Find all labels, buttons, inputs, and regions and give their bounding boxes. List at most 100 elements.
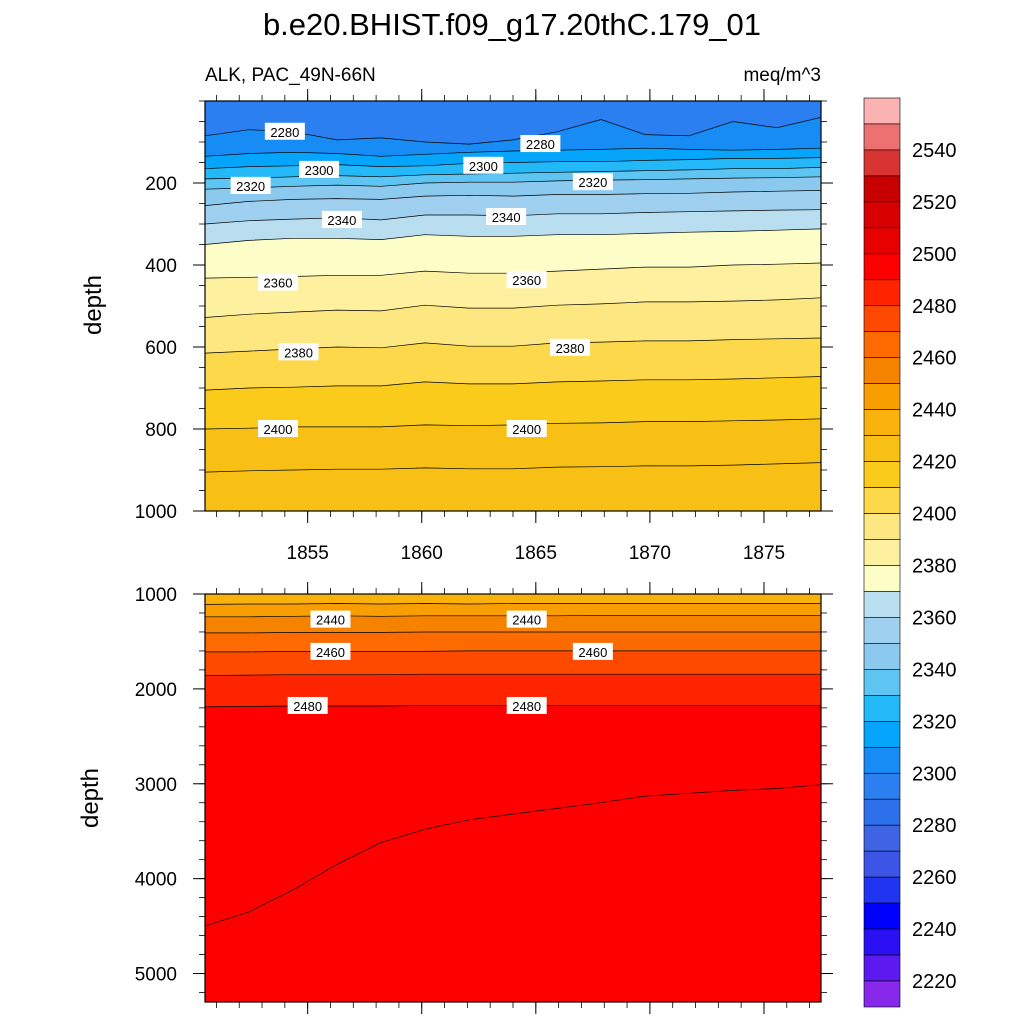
contour-label: 2400 bbox=[506, 420, 547, 437]
contour-label-text: 2480 bbox=[293, 699, 322, 714]
x-tick-label: 1855 bbox=[287, 543, 329, 564]
x-tick-label: 1860 bbox=[401, 543, 443, 564]
contour-line bbox=[205, 190, 821, 206]
contour-line bbox=[205, 462, 821, 473]
colorbar-swatch bbox=[863, 149, 901, 177]
contour-label-text: 2280 bbox=[526, 137, 555, 152]
contour-label-text: 2440 bbox=[316, 613, 345, 628]
colorbar-swatch bbox=[863, 850, 901, 878]
colorbar-swatch bbox=[863, 824, 901, 852]
y-tick-label: 400 bbox=[145, 256, 177, 277]
contour-line bbox=[205, 603, 821, 605]
colorbar-label: 2320 bbox=[912, 711, 957, 733]
contour-line bbox=[205, 673, 821, 676]
left-subtitle: ALK, PAC_49N-66N bbox=[205, 65, 376, 86]
y-tick-label: 3000 bbox=[135, 775, 177, 796]
y-tick-label: 2000 bbox=[135, 680, 177, 701]
contour-label-text: 2280 bbox=[270, 125, 299, 140]
colorbar-swatch bbox=[863, 565, 901, 592]
contour-line bbox=[205, 147, 821, 157]
colorbar-swatch bbox=[863, 123, 901, 151]
contour-label: 2460 bbox=[310, 642, 351, 660]
x-tick-label: 1865 bbox=[515, 543, 557, 564]
contour-line bbox=[205, 176, 821, 190]
contour-band bbox=[205, 462, 821, 511]
colorbar-swatch bbox=[863, 746, 901, 774]
y-tick-label: 4000 bbox=[135, 870, 177, 891]
contour-label: 2320 bbox=[572, 173, 613, 191]
contour-line bbox=[205, 631, 821, 634]
colorbar-swatch bbox=[863, 669, 901, 696]
contour-label-text: 2360 bbox=[512, 273, 541, 288]
figure-title: b.e20.BHIST.f09_g17.20thC.179_01 bbox=[263, 7, 761, 42]
colorbar-swatch bbox=[863, 409, 901, 436]
contour-label-text: 2320 bbox=[236, 179, 265, 194]
colorbar-swatch bbox=[863, 331, 901, 359]
y-tick-label: 1000 bbox=[135, 502, 177, 523]
colorbar-swatch bbox=[863, 721, 901, 748]
colorbar-label: 2500 bbox=[912, 244, 957, 266]
colorbar-swatch bbox=[863, 487, 901, 514]
colorbar-swatch bbox=[863, 980, 901, 1008]
colorbar-swatch bbox=[863, 357, 901, 384]
colorbar-swatch bbox=[863, 876, 901, 904]
contour-label-text: 2400 bbox=[512, 422, 541, 437]
colorbar-label: 2420 bbox=[912, 452, 957, 474]
x-tick-label: 1870 bbox=[629, 543, 671, 564]
contour-line bbox=[205, 297, 821, 318]
contour-label-text: 2460 bbox=[578, 645, 607, 660]
contour-label-text: 2460 bbox=[316, 645, 345, 660]
colorbar-swatch bbox=[863, 617, 901, 644]
contour-label: 2360 bbox=[258, 273, 299, 291]
colorbar-swatch bbox=[863, 253, 901, 281]
contour-label-text: 2400 bbox=[264, 422, 293, 437]
y-tick-label: 5000 bbox=[135, 965, 177, 986]
colorbar-swatch bbox=[863, 928, 901, 956]
contour-label-text: 2480 bbox=[512, 699, 541, 714]
colorbar-label: 2340 bbox=[912, 659, 957, 681]
contour-label: 2460 bbox=[572, 642, 613, 660]
y-tick-label: 200 bbox=[145, 174, 177, 195]
colorbar-swatch bbox=[863, 591, 901, 618]
colorbar-swatch bbox=[863, 539, 901, 566]
colorbar-swatch bbox=[863, 798, 901, 826]
colorbar-label: 2280 bbox=[912, 815, 957, 837]
colorbar-label: 2200 bbox=[912, 1023, 957, 1024]
contour-band bbox=[205, 784, 821, 1002]
bottom-ylabel: depth bbox=[77, 768, 104, 828]
contour-label: 2380 bbox=[278, 343, 319, 361]
contour-label-text: 2340 bbox=[327, 213, 356, 228]
contour-label: 2480 bbox=[506, 696, 547, 714]
contour-line bbox=[205, 376, 821, 391]
y-tick-label: 600 bbox=[145, 338, 177, 359]
x-tick-label: 1875 bbox=[743, 543, 785, 564]
colorbar-swatch bbox=[863, 513, 901, 540]
colorbar-label: 2440 bbox=[912, 400, 957, 422]
colorbar-label: 2380 bbox=[912, 555, 957, 577]
contour-label-text: 2380 bbox=[556, 341, 585, 356]
contour-label: 2480 bbox=[287, 696, 328, 714]
colorbar-label: 2360 bbox=[912, 607, 957, 629]
colorbar-swatch bbox=[863, 279, 901, 307]
colorbar-label: 2240 bbox=[912, 919, 957, 941]
y-tick-label: 800 bbox=[145, 420, 177, 441]
colorbar-swatch bbox=[863, 954, 901, 982]
colorbar-swatch bbox=[863, 175, 901, 203]
colorbar-swatch bbox=[863, 695, 901, 722]
colorbar-label: 2540 bbox=[912, 140, 957, 162]
contour-label: 2400 bbox=[258, 420, 299, 437]
colorbar: 2540 2520 2500 2480 2460 2440 2420 2400 2380 2360… bbox=[863, 97, 957, 1024]
colorbar-swatch bbox=[863, 383, 901, 410]
contour-label: 2360 bbox=[506, 271, 547, 289]
colorbar-label: 2260 bbox=[912, 867, 957, 889]
contour-label-text: 2300 bbox=[469, 159, 498, 174]
colorbar-swatch bbox=[863, 97, 901, 125]
colorbar-swatch bbox=[863, 227, 901, 255]
contour-line bbox=[205, 228, 821, 245]
contour-label-text: 2320 bbox=[578, 175, 607, 190]
colorbar-label: 2480 bbox=[912, 296, 957, 318]
colorbar-swatch bbox=[863, 201, 901, 229]
colorbar-label: 2300 bbox=[912, 763, 957, 785]
contour-label: 2340 bbox=[486, 208, 527, 226]
